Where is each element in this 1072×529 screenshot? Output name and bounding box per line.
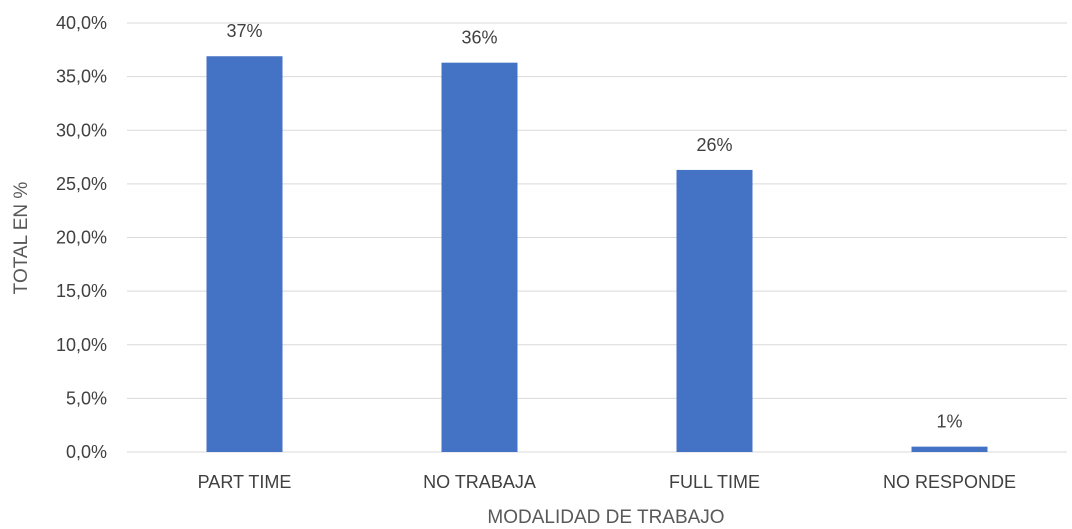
bar-full-time (676, 169, 753, 452)
data-label: 36% (461, 28, 497, 48)
x-axis-title: MODALIDAD DE TRABAJO (487, 507, 724, 528)
y-tick-label: 10,0% (56, 335, 107, 355)
gridlines (127, 22, 1067, 453)
y-axis-ticks: 0,0% 5,0% 10,0% 15,0% 20,0% 25,0% 30,0% 35,0% 40… (56, 13, 107, 462)
x-tick-label: PART TIME (198, 472, 292, 492)
x-tick-label: NO TRABAJA (423, 472, 536, 492)
x-axis-categories: PART TIME NO TRABAJA FULL TIME NO RESPONDE (198, 472, 1016, 492)
data-label: 26% (696, 135, 732, 155)
y-tick-label: 35,0% (56, 67, 107, 87)
bars (206, 56, 988, 453)
bar-no-responde (911, 446, 988, 452)
y-tick-label: 25,0% (56, 174, 107, 194)
y-tick-label: 15,0% (56, 281, 107, 301)
y-tick-label: 40,0% (56, 13, 107, 33)
y-tick-label: 0,0% (66, 442, 107, 462)
y-tick-label: 20,0% (56, 228, 107, 248)
data-label: 1% (936, 412, 962, 432)
bar-part-time (206, 56, 283, 453)
data-labels: 37% 36% 26% 1% (226, 21, 962, 431)
y-axis-title: TOTAL EN % (11, 182, 32, 295)
x-tick-label: NO RESPONDE (883, 472, 1016, 492)
y-tick-label: 30,0% (56, 120, 107, 140)
x-tick-label: FULL TIME (669, 472, 760, 492)
bar-no-trabaja (441, 62, 518, 453)
y-tick-label: 5,0% (66, 388, 107, 408)
data-label: 37% (226, 21, 262, 41)
